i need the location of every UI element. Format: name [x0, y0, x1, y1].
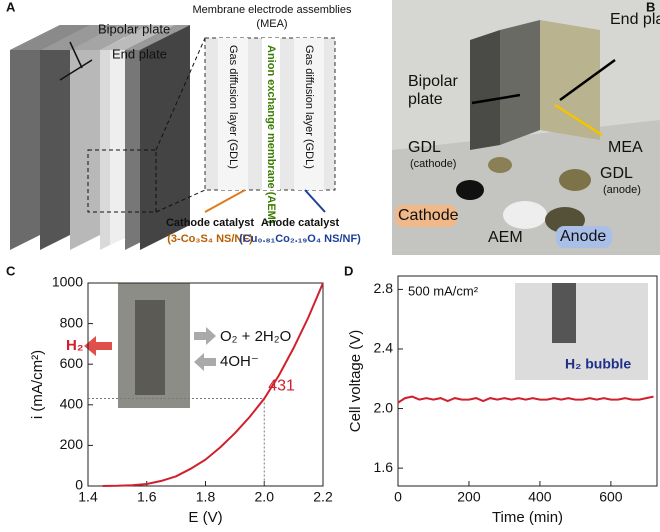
plate-top — [70, 25, 150, 50]
gdl — [294, 38, 324, 190]
mea-layer — [110, 37, 125, 245]
y-tick-label: 1.6 — [374, 459, 394, 475]
label: Gas diffusion layer (GDL) — [227, 45, 239, 169]
x-tick-label: 600 — [599, 489, 623, 505]
y-axis-label: i (mA/cm²) — [29, 350, 46, 419]
label: (Cu₀.₈₁Co₂.₁₉O₄ NS/NF) — [239, 233, 361, 245]
arrow — [84, 336, 112, 356]
label: (3-Co₃S₄ NS/NF) — [167, 233, 253, 245]
gdl — [218, 38, 248, 190]
zoom-box — [87, 149, 157, 213]
label: Cathode — [398, 207, 459, 224]
label: Gas diffusion layer (GDL) — [303, 45, 315, 169]
pointer — [59, 59, 93, 81]
label: (anode) — [603, 184, 641, 196]
table — [392, 120, 660, 255]
zoom-line — [155, 189, 206, 213]
y-tick-label: 2.8 — [374, 280, 394, 296]
pointer — [69, 41, 83, 69]
disc — [559, 169, 591, 191]
label: (cathode) — [410, 158, 456, 170]
label: GDL — [408, 139, 441, 156]
arrow — [204, 189, 246, 213]
inset-photo — [515, 283, 648, 380]
x-axis-label: Time (min) — [492, 509, 563, 526]
panel-a: A Bipolar plate End plate Membrane elect… — [6, 0, 361, 250]
x-tick-label: 400 — [528, 489, 552, 505]
y-axis-label: Cell voltage (V) — [347, 330, 364, 433]
panel-label: C — [6, 263, 16, 278]
y-tick-label: 1000 — [52, 274, 83, 290]
y-tick-label: 400 — [60, 396, 84, 412]
arrow — [194, 353, 216, 371]
arrow — [554, 103, 603, 137]
aem — [262, 38, 280, 190]
label: Cathode catalyst — [166, 217, 254, 229]
arrow — [194, 327, 216, 345]
label: MEA — [608, 139, 643, 156]
panel-label: A — [6, 0, 16, 14]
annotation: 500 mA/cm² — [408, 283, 479, 298]
label: Anode — [560, 228, 606, 245]
end-plate — [140, 25, 190, 250]
label: Anode catalyst — [261, 217, 340, 229]
label-bg — [395, 205, 457, 227]
plate-photo — [470, 30, 500, 150]
disc — [488, 157, 512, 173]
label: Anion exchange membrane (AEM) — [265, 45, 277, 224]
data-line — [397, 395, 654, 404]
label: End plate — [610, 11, 660, 28]
stack-top — [10, 25, 90, 50]
label: H₂ bubble — [565, 356, 631, 372]
y-tick-label: 800 — [60, 314, 84, 330]
label: GDL — [600, 165, 633, 182]
label: (MEA) — [256, 18, 287, 30]
label: plate — [408, 91, 443, 108]
plate-top — [40, 25, 120, 50]
disc — [503, 201, 547, 229]
label: Bipolar — [408, 73, 458, 90]
y-tick-label: 200 — [60, 436, 84, 452]
x-tick-label: 0 — [394, 489, 402, 505]
panel-label: D — [344, 263, 353, 278]
arrow — [559, 58, 616, 102]
plate-photo — [500, 20, 540, 145]
x-tick-label: 2.2 — [313, 489, 333, 505]
panel-b: B End plate Bipolar plate MEA GDL (catho… — [392, 0, 660, 255]
label: H₂ — [66, 337, 84, 354]
x-tick-label: 1.6 — [137, 489, 157, 505]
x-tick-label: 200 — [457, 489, 481, 505]
plate-top — [125, 25, 190, 50]
label: Bipolar plate — [98, 21, 170, 36]
inset-electrode — [552, 283, 576, 343]
label: O₂ + 2H₂O — [220, 328, 291, 345]
plot-frame — [397, 275, 658, 487]
label: End plate — [112, 46, 167, 61]
arrow — [471, 93, 521, 105]
y-tick-label: 2.0 — [374, 399, 394, 415]
y-tick-label: 0 — [75, 477, 83, 493]
arrow — [304, 189, 326, 213]
x-tick-label: 2.0 — [255, 489, 275, 505]
label: Membrane electrode assemblies — [193, 4, 352, 16]
label: AEM — [488, 229, 523, 246]
x-axis-label: E (V) — [188, 509, 222, 526]
data-line — [102, 282, 324, 487]
y-tick-label: 600 — [60, 355, 84, 371]
plate-photo — [540, 20, 600, 140]
label: 4OH⁻ — [220, 353, 259, 370]
y-tick-label: 2.4 — [374, 340, 394, 356]
x-tick-label: 1.4 — [78, 489, 98, 505]
inset-cell — [135, 300, 165, 395]
plate-top — [100, 25, 175, 50]
label-bg — [556, 226, 612, 248]
x-tick-label: 1.8 — [196, 489, 216, 505]
zoom-line — [155, 37, 206, 151]
disc — [456, 180, 484, 200]
panel-label: B — [646, 0, 655, 14]
